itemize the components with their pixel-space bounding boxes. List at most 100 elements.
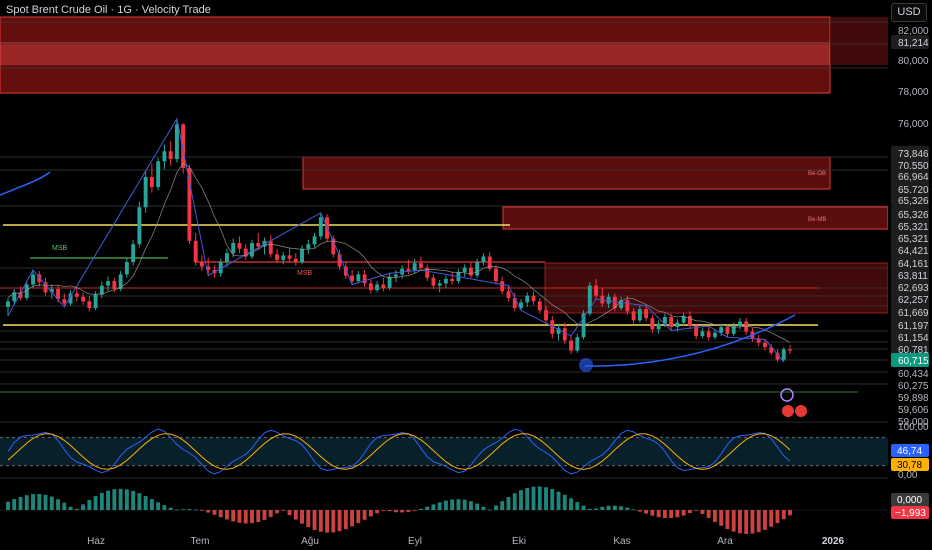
macd-bar bbox=[112, 489, 117, 510]
candle-body bbox=[469, 267, 473, 276]
level-badge bbox=[891, 292, 929, 306]
candle-body bbox=[775, 352, 780, 360]
candle-body bbox=[694, 325, 699, 337]
candle-body bbox=[650, 318, 655, 330]
candle-body bbox=[481, 256, 486, 263]
trend-curve bbox=[584, 314, 796, 367]
stochastic-k-value: 46,74 bbox=[897, 446, 922, 457]
candle-body bbox=[300, 248, 304, 263]
macd-zero-label: 0,000 bbox=[897, 495, 922, 506]
trend-curve bbox=[0, 171, 51, 196]
moving-average-line bbox=[7, 162, 791, 343]
macd-bar bbox=[469, 501, 473, 510]
level-badge bbox=[891, 280, 929, 294]
stochastic-oscillator-pane bbox=[0, 428, 888, 475]
price-tick: 60,781 bbox=[898, 345, 929, 356]
macd-zero-badge bbox=[891, 493, 929, 506]
candle-body bbox=[62, 299, 67, 304]
time-axis[interactable]: Haz Tem Ağu Eyl Eki Kas Ara 2026 bbox=[87, 536, 844, 547]
candle-body bbox=[587, 285, 592, 314]
chart-annotations: Be-OB Be-MB MSB MSB bbox=[52, 171, 826, 277]
macd-bar bbox=[387, 510, 392, 512]
candle-body bbox=[256, 243, 261, 247]
macd-bar bbox=[494, 505, 498, 510]
time-tick: Ara bbox=[717, 536, 733, 547]
macd-bar bbox=[293, 510, 298, 520]
macd-bar bbox=[49, 496, 54, 510]
level-badge bbox=[891, 330, 929, 344]
candle-body bbox=[193, 240, 198, 263]
candle-body bbox=[738, 321, 742, 326]
macd-bar bbox=[744, 510, 749, 534]
macd-bar bbox=[187, 508, 192, 510]
macd-bar bbox=[237, 510, 242, 523]
time-tick: Tem bbox=[191, 536, 210, 547]
price-tick: 63,811 bbox=[898, 271, 928, 282]
macd-bar bbox=[462, 499, 467, 510]
candle-body bbox=[237, 243, 242, 249]
macd-bar bbox=[781, 510, 786, 520]
price-tick: 65,321 bbox=[898, 234, 929, 245]
candle-body bbox=[356, 274, 361, 282]
macd-bar bbox=[519, 490, 523, 510]
macd-bar bbox=[731, 510, 736, 532]
level-badge bbox=[891, 342, 929, 356]
stochastic-d-badge bbox=[891, 458, 929, 471]
macd-bar bbox=[174, 509, 179, 511]
time-tick: Haz bbox=[87, 536, 105, 547]
candle-body bbox=[225, 253, 229, 263]
candle-body bbox=[462, 267, 467, 273]
macd-histogram-pane bbox=[0, 486, 888, 534]
candle-body bbox=[218, 262, 223, 274]
candle-body bbox=[494, 268, 498, 282]
macd-bar bbox=[262, 510, 267, 520]
price-tick: 60,434 bbox=[898, 369, 929, 380]
candle-body bbox=[93, 294, 98, 309]
macd-bar bbox=[569, 498, 573, 510]
candle-body bbox=[619, 300, 624, 309]
candle-body bbox=[31, 274, 35, 285]
macd-bar bbox=[525, 487, 530, 510]
price-tick: 64,161 bbox=[898, 259, 929, 270]
candle-body bbox=[337, 254, 342, 267]
candle-body bbox=[669, 317, 674, 328]
level-badge bbox=[891, 146, 929, 160]
price-tick: 59,606 bbox=[898, 405, 929, 416]
macd-bar bbox=[275, 510, 279, 514]
candle-body bbox=[99, 285, 104, 295]
candle-body bbox=[131, 244, 136, 263]
last-price-badge bbox=[891, 353, 929, 367]
macd-bar bbox=[725, 510, 730, 530]
candle-body bbox=[675, 322, 680, 328]
zone-rect bbox=[0, 42, 830, 65]
macd-bar bbox=[562, 494, 567, 510]
macd-bar bbox=[656, 510, 661, 518]
macd-bar bbox=[669, 510, 674, 519]
candle-body bbox=[306, 244, 311, 249]
indicator-overlays bbox=[0, 117, 807, 417]
candle-body bbox=[756, 338, 761, 343]
macd-bar bbox=[81, 504, 86, 510]
macd-bar bbox=[612, 505, 617, 510]
candle-body bbox=[531, 295, 536, 302]
currency-button[interactable]: USD bbox=[891, 3, 927, 22]
candle-body bbox=[706, 331, 711, 338]
macd-bar bbox=[418, 508, 423, 510]
candle-body bbox=[537, 301, 542, 311]
macd-bar bbox=[600, 506, 605, 510]
macd-bar bbox=[68, 506, 73, 510]
macd-bar bbox=[162, 505, 167, 510]
candle-body bbox=[700, 331, 705, 337]
macd-bar bbox=[287, 510, 292, 516]
level-badge bbox=[891, 268, 929, 282]
macd-bar bbox=[450, 499, 455, 510]
candle-body bbox=[687, 315, 692, 326]
macd-bar bbox=[56, 499, 60, 510]
macd-bar bbox=[306, 510, 311, 528]
candle-body bbox=[612, 296, 617, 309]
candle-body bbox=[788, 349, 792, 351]
candle-body bbox=[631, 311, 636, 321]
macd-bar bbox=[118, 488, 123, 510]
